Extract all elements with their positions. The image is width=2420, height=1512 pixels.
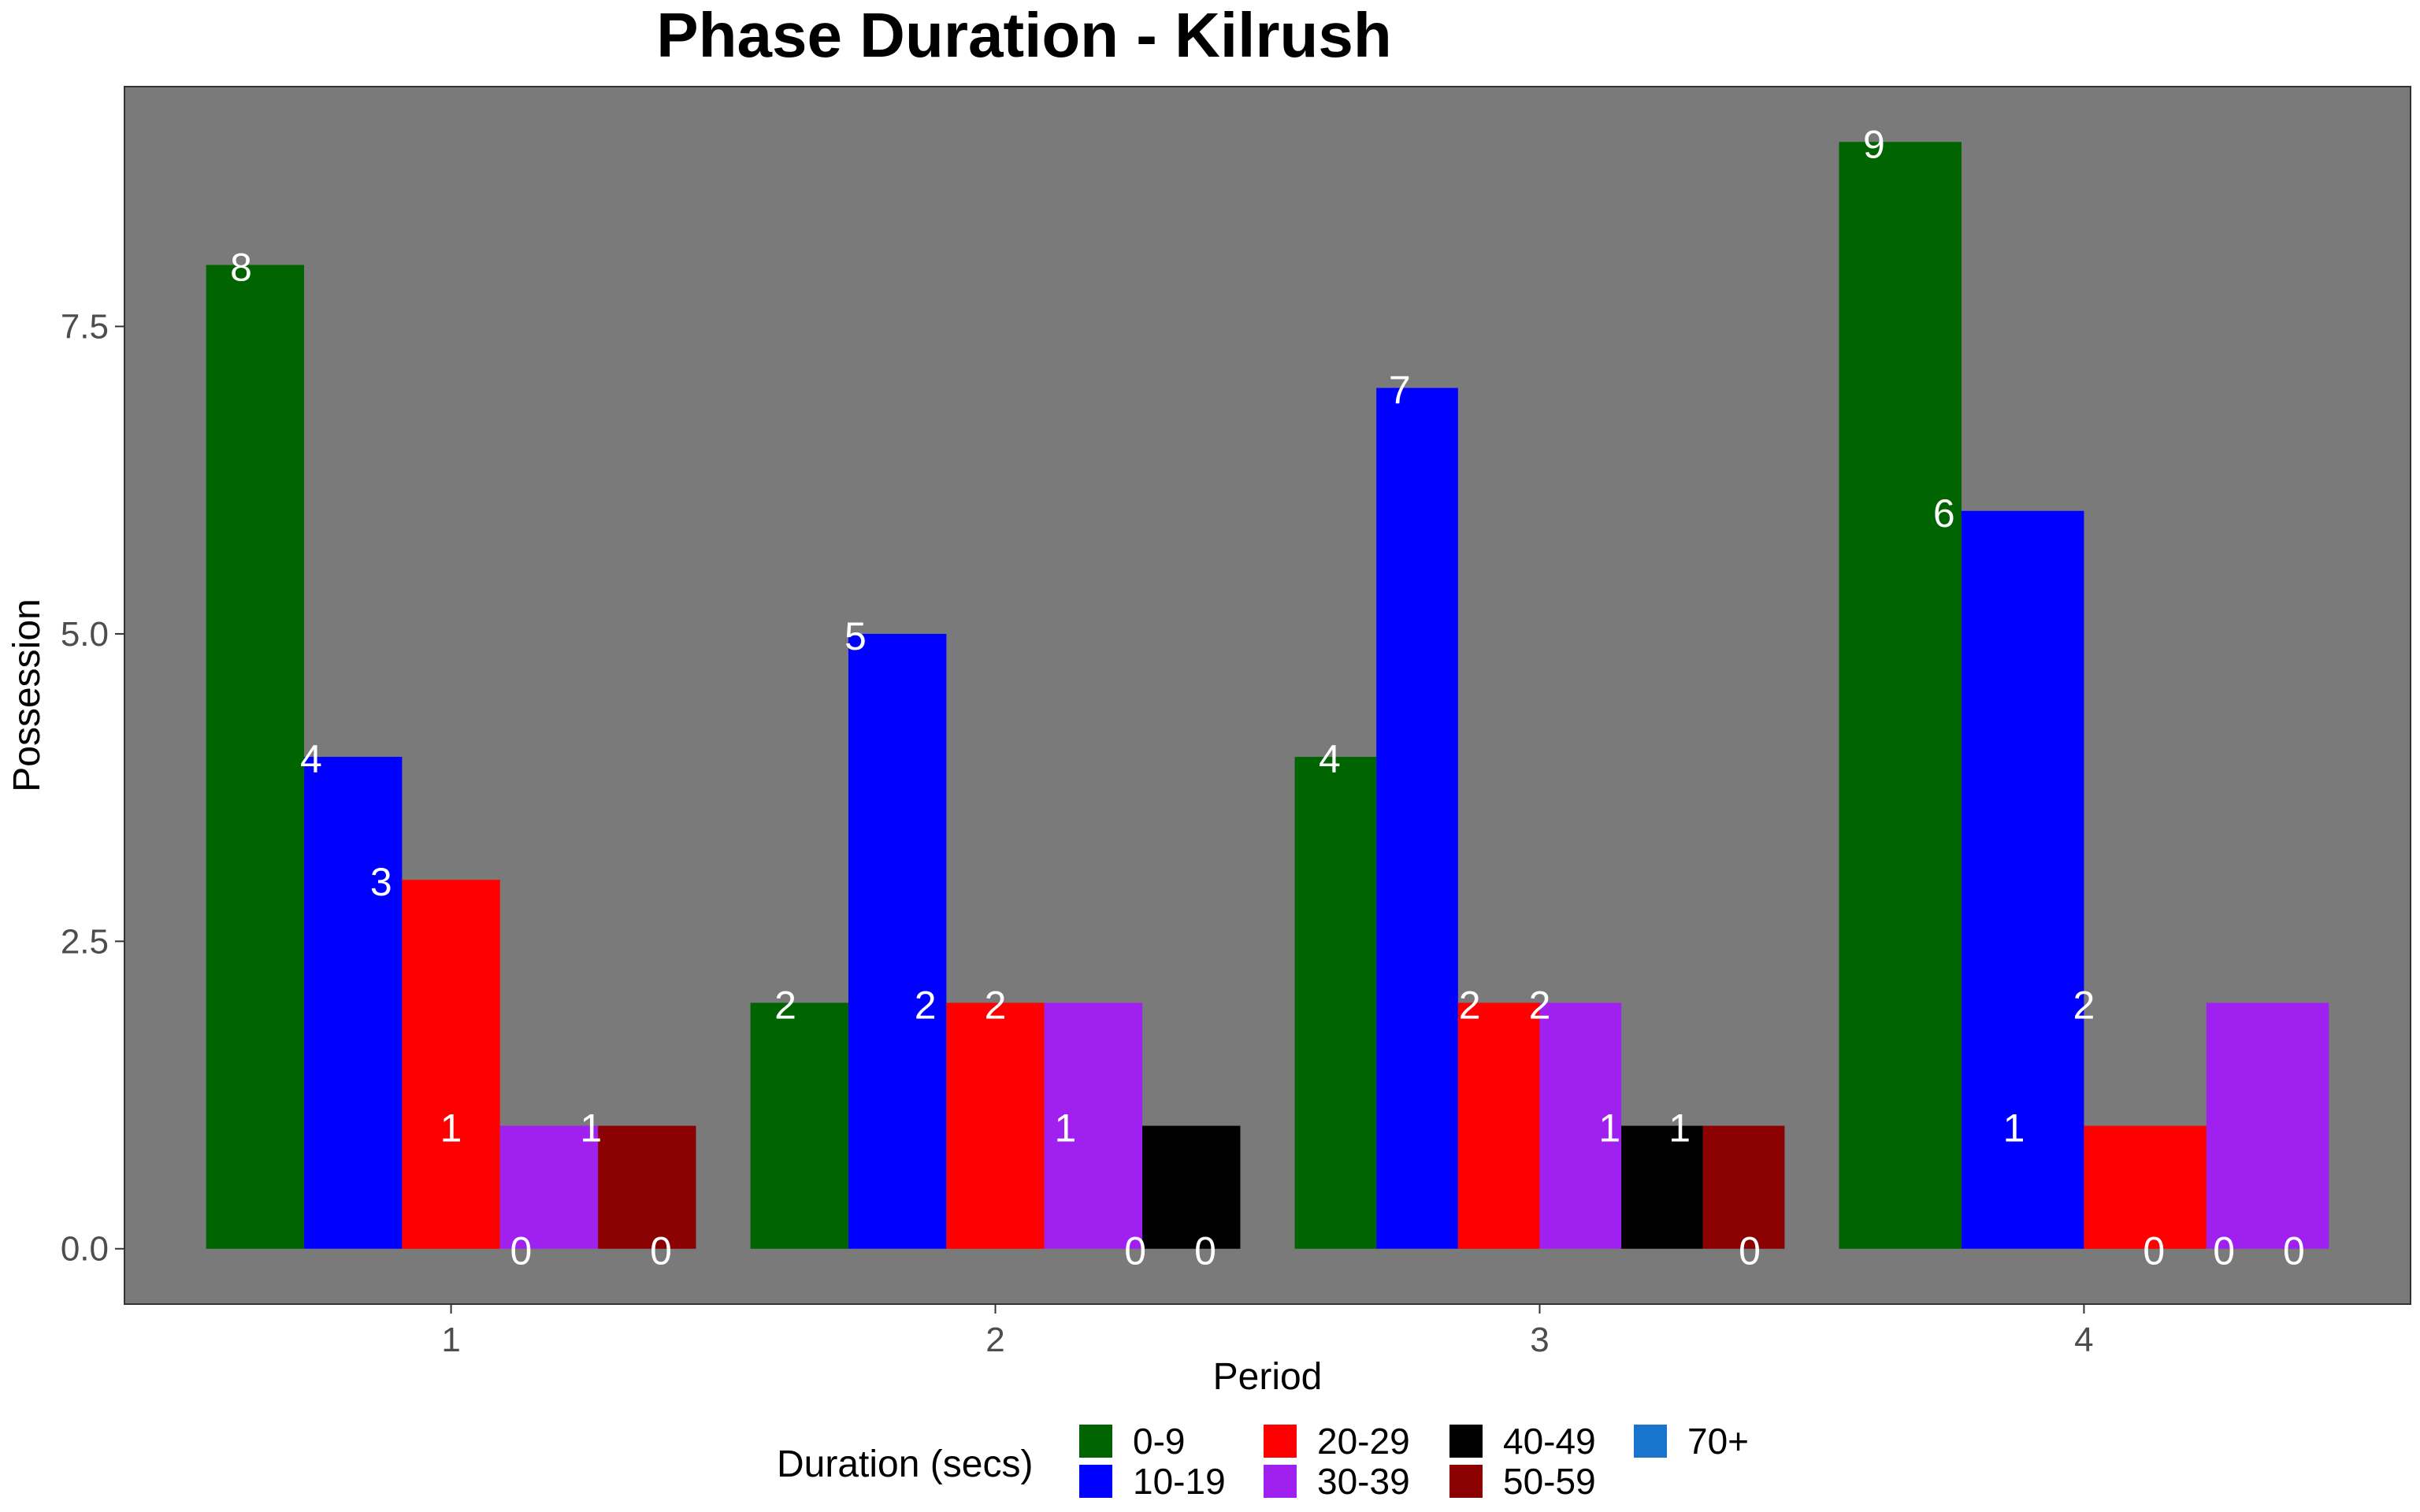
data-label: 0 bbox=[1124, 1229, 1146, 1273]
legend-swatch-10-19 bbox=[1079, 1465, 1112, 1498]
legend-label-10-19: 10-19 bbox=[1133, 1461, 1226, 1502]
bar-20-29-period-4 bbox=[2084, 1125, 2207, 1249]
data-label: 1 bbox=[2003, 1106, 2025, 1151]
legend-title: Duration (secs) bbox=[777, 1443, 1033, 1485]
legend-label-0-9: 0-9 bbox=[1133, 1421, 1185, 1462]
bars bbox=[206, 142, 2329, 1249]
data-label: 7 bbox=[1389, 369, 1411, 413]
data-label: 0 bbox=[1194, 1229, 1216, 1273]
data-label: 0 bbox=[2143, 1229, 2165, 1273]
legend-swatch-0-9 bbox=[1079, 1425, 1112, 1458]
data-label: 5 bbox=[844, 614, 867, 658]
data-label: 0 bbox=[510, 1229, 533, 1273]
data-label: 4 bbox=[300, 737, 322, 781]
data-label: 2 bbox=[2073, 983, 2095, 1027]
bar-20-29-period-1 bbox=[402, 880, 500, 1249]
bar-0-9-period-1 bbox=[206, 265, 305, 1249]
data-label: 6 bbox=[1933, 491, 1955, 536]
legend-label-50-59: 50-59 bbox=[1503, 1461, 1596, 1502]
bar-0-9-period-4 bbox=[1839, 142, 1962, 1249]
bar-10-19-period-2 bbox=[848, 633, 947, 1249]
x-tick-label: 1 bbox=[441, 1321, 460, 1359]
data-label: 1 bbox=[1668, 1106, 1691, 1151]
data-label: 0 bbox=[1739, 1229, 1761, 1273]
legend-label-30-39: 30-39 bbox=[1317, 1461, 1410, 1502]
bar-0-9-period-3 bbox=[1294, 757, 1377, 1249]
data-label: 3 bbox=[370, 860, 392, 904]
bar-40-49-period-2 bbox=[1142, 1125, 1241, 1249]
bar-20-29-period-2 bbox=[946, 1002, 1045, 1249]
data-label: 9 bbox=[1863, 122, 1885, 166]
data-label: 2 bbox=[1459, 983, 1481, 1027]
data-label: 2 bbox=[915, 983, 937, 1027]
bar-30-39-period-3 bbox=[1539, 1002, 1622, 1249]
legend-swatch-40-49 bbox=[1449, 1425, 1483, 1458]
x-axis: 1 2 3 4 bbox=[441, 1304, 2094, 1359]
bar-40-49-period-3 bbox=[1621, 1125, 1703, 1249]
bar-50-59-period-3 bbox=[1702, 1125, 1785, 1249]
bar-30-39-period-2 bbox=[1044, 1002, 1143, 1249]
bar-50-59-period-1 bbox=[598, 1125, 696, 1249]
data-label: 8 bbox=[230, 245, 252, 289]
data-label: 1 bbox=[1598, 1106, 1620, 1151]
data-label: 0 bbox=[650, 1229, 672, 1273]
y-tick-label: 7.5 bbox=[61, 308, 109, 346]
legend-label-70+: 70+ bbox=[1687, 1421, 1749, 1462]
y-tick-label: 5.0 bbox=[61, 615, 109, 654]
y-tick-label: 0.0 bbox=[61, 1230, 109, 1269]
data-labels: 8 4 3 1 0 1 0 2 5 2 2 1 0 0 4 7 2 2 1 1 0 9 6 1 2 0 0 0 bbox=[230, 122, 2305, 1273]
chart-title: Phase Duration - Kilrush bbox=[656, 0, 1391, 70]
bar-0-9-period-2 bbox=[750, 1002, 848, 1249]
data-label: 0 bbox=[2283, 1229, 2305, 1273]
legend-swatch-70+ bbox=[1634, 1425, 1667, 1458]
y-axis-title: Possession bbox=[6, 598, 48, 791]
y-axis: 0.0 2.5 5.0 7.5 bbox=[61, 308, 124, 1269]
bar-20-29-period-3 bbox=[1457, 1002, 1540, 1249]
legend-swatch-20-29 bbox=[1264, 1425, 1297, 1458]
legend-swatch-50-59 bbox=[1449, 1465, 1483, 1498]
data-label: 4 bbox=[1319, 737, 1341, 781]
legend-swatch-30-39 bbox=[1264, 1465, 1297, 1498]
bar-10-19-period-4 bbox=[1961, 510, 2084, 1249]
data-label: 2 bbox=[774, 983, 796, 1027]
bar-30-39-period-1 bbox=[499, 1125, 599, 1249]
y-tick-label: 2.5 bbox=[61, 922, 109, 961]
legend-label-20-29: 20-29 bbox=[1317, 1421, 1410, 1462]
data-label: 1 bbox=[580, 1106, 602, 1151]
bar-30-39-period-4 bbox=[2206, 1002, 2329, 1249]
bar-10-19-period-1 bbox=[304, 757, 403, 1249]
x-tick-label: 4 bbox=[2074, 1321, 2093, 1359]
bar-10-19-period-3 bbox=[1376, 387, 1458, 1249]
data-label: 2 bbox=[1529, 983, 1551, 1027]
data-label: 0 bbox=[2213, 1229, 2235, 1273]
x-axis-title: Period bbox=[1213, 1356, 1323, 1398]
data-label: 2 bbox=[985, 983, 1007, 1027]
data-label: 1 bbox=[440, 1106, 462, 1151]
x-tick-label: 3 bbox=[1530, 1321, 1549, 1359]
x-tick-label: 2 bbox=[985, 1321, 1004, 1359]
data-label: 1 bbox=[1054, 1106, 1076, 1151]
legend-label-40-49: 40-49 bbox=[1503, 1421, 1596, 1462]
